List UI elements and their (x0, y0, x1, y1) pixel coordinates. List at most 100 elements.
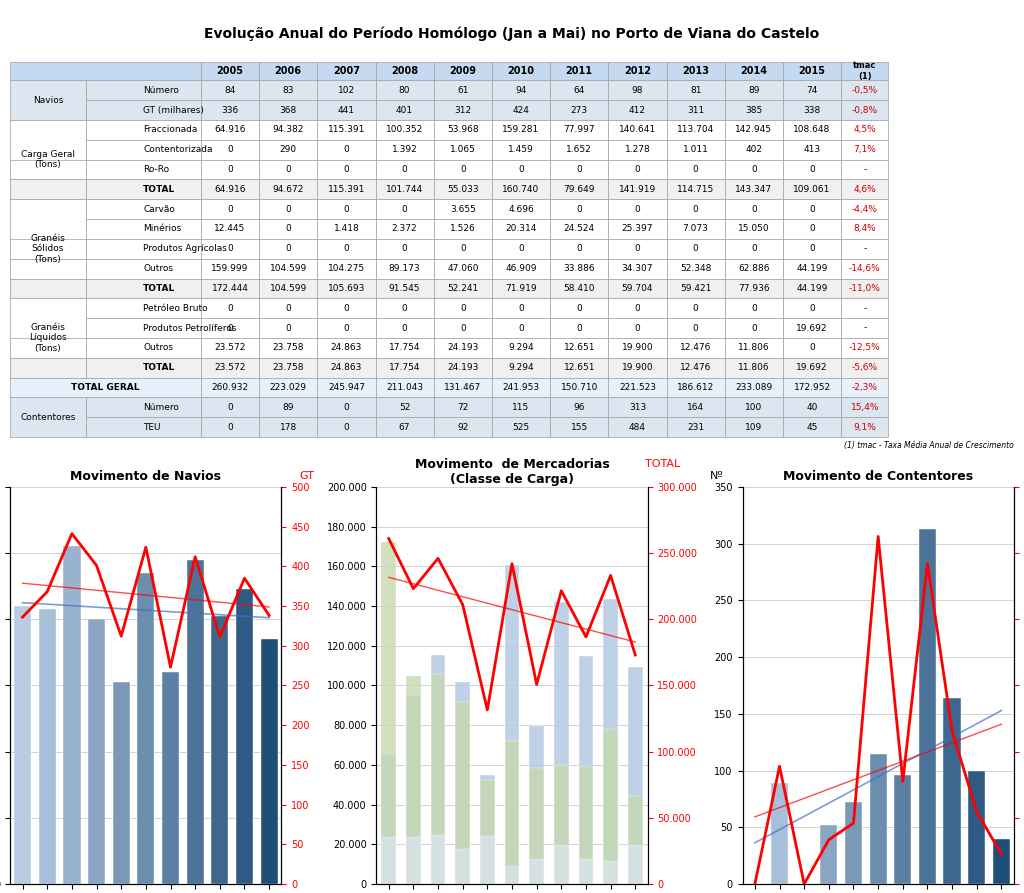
FancyBboxPatch shape (85, 239, 201, 259)
FancyBboxPatch shape (550, 62, 608, 80)
FancyBboxPatch shape (434, 397, 492, 417)
FancyBboxPatch shape (492, 298, 550, 318)
Text: 0: 0 (401, 204, 408, 213)
Text: 401: 401 (396, 105, 414, 114)
Text: 141.919: 141.919 (618, 185, 656, 194)
FancyBboxPatch shape (259, 239, 317, 259)
Text: 0: 0 (635, 304, 640, 313)
Text: 0: 0 (227, 204, 232, 213)
Text: Petróleo Bruto: Petróleo Bruto (143, 304, 208, 313)
FancyBboxPatch shape (259, 397, 317, 417)
Bar (603, 861, 618, 884)
Text: 368: 368 (280, 105, 297, 114)
Text: 0: 0 (809, 204, 815, 213)
Text: 94: 94 (515, 86, 526, 95)
Text: 0: 0 (751, 165, 757, 174)
FancyBboxPatch shape (259, 338, 317, 358)
FancyBboxPatch shape (10, 62, 201, 80)
FancyBboxPatch shape (259, 100, 317, 120)
Bar (456, 849, 470, 884)
Text: 0: 0 (751, 204, 757, 213)
FancyBboxPatch shape (550, 219, 608, 239)
FancyBboxPatch shape (85, 338, 201, 358)
FancyBboxPatch shape (667, 62, 725, 80)
FancyBboxPatch shape (608, 239, 667, 259)
FancyBboxPatch shape (317, 62, 376, 80)
Text: 19.900: 19.900 (622, 363, 653, 372)
Text: 24.863: 24.863 (331, 344, 362, 353)
Text: 89: 89 (283, 403, 294, 412)
Text: 0: 0 (577, 204, 582, 213)
FancyBboxPatch shape (492, 100, 550, 120)
Text: Número: Número (143, 403, 179, 412)
FancyBboxPatch shape (259, 259, 317, 279)
FancyBboxPatch shape (259, 199, 317, 219)
Text: 413: 413 (804, 146, 820, 154)
FancyBboxPatch shape (667, 279, 725, 298)
FancyBboxPatch shape (201, 179, 259, 199)
Text: 12.651: 12.651 (563, 344, 595, 353)
FancyBboxPatch shape (492, 417, 550, 437)
Text: 143.347: 143.347 (735, 185, 772, 194)
Text: 412: 412 (629, 105, 646, 114)
Text: Granéis
Líquidos
(Tons): Granéis Líquidos (Tons) (29, 323, 67, 353)
Bar (186, 560, 204, 884)
Text: 0: 0 (343, 422, 349, 431)
FancyBboxPatch shape (608, 199, 667, 219)
Text: 159.281: 159.281 (503, 125, 540, 135)
FancyBboxPatch shape (317, 279, 376, 298)
Text: 92: 92 (457, 422, 469, 431)
Text: 52: 52 (399, 403, 411, 412)
FancyBboxPatch shape (492, 179, 550, 199)
FancyBboxPatch shape (434, 160, 492, 179)
FancyBboxPatch shape (550, 199, 608, 219)
FancyBboxPatch shape (85, 80, 201, 100)
FancyBboxPatch shape (10, 80, 85, 120)
Bar (554, 602, 568, 884)
FancyBboxPatch shape (85, 358, 201, 378)
Text: -: - (863, 323, 866, 332)
FancyBboxPatch shape (10, 298, 85, 378)
Text: 424: 424 (513, 105, 529, 114)
FancyBboxPatch shape (492, 239, 550, 259)
FancyBboxPatch shape (259, 318, 317, 338)
FancyBboxPatch shape (85, 100, 201, 120)
FancyBboxPatch shape (725, 239, 783, 259)
Text: 2010: 2010 (508, 66, 535, 76)
Text: 77.936: 77.936 (738, 284, 770, 293)
Text: 0: 0 (343, 165, 349, 174)
FancyBboxPatch shape (85, 199, 201, 219)
Text: 52.348: 52.348 (680, 264, 712, 273)
FancyBboxPatch shape (317, 378, 376, 397)
FancyBboxPatch shape (376, 120, 434, 140)
Text: 0: 0 (401, 165, 408, 174)
Text: 0: 0 (809, 304, 815, 313)
FancyBboxPatch shape (725, 80, 783, 100)
Text: 52.241: 52.241 (447, 284, 478, 293)
Text: 20.314: 20.314 (506, 224, 537, 233)
FancyBboxPatch shape (434, 318, 492, 338)
Text: 0: 0 (286, 204, 291, 213)
Text: 98: 98 (632, 86, 643, 95)
Text: 142.945: 142.945 (735, 125, 772, 135)
FancyBboxPatch shape (434, 378, 492, 397)
Text: 9,1%: 9,1% (853, 422, 877, 431)
Bar (943, 698, 961, 884)
FancyBboxPatch shape (10, 199, 85, 298)
Text: 115.391: 115.391 (328, 125, 366, 135)
Text: 273: 273 (570, 105, 588, 114)
Text: 113.704: 113.704 (677, 125, 715, 135)
FancyBboxPatch shape (10, 179, 85, 199)
Text: 94.382: 94.382 (272, 125, 304, 135)
FancyBboxPatch shape (783, 259, 841, 279)
Text: -4,4%: -4,4% (852, 204, 878, 213)
Text: 0: 0 (343, 403, 349, 412)
Text: 441: 441 (338, 105, 355, 114)
FancyBboxPatch shape (841, 298, 889, 318)
FancyBboxPatch shape (608, 397, 667, 417)
FancyBboxPatch shape (434, 279, 492, 298)
FancyBboxPatch shape (201, 62, 259, 80)
FancyBboxPatch shape (725, 100, 783, 120)
Text: Contentores: Contentores (20, 413, 76, 421)
Text: Número: Número (143, 86, 179, 95)
